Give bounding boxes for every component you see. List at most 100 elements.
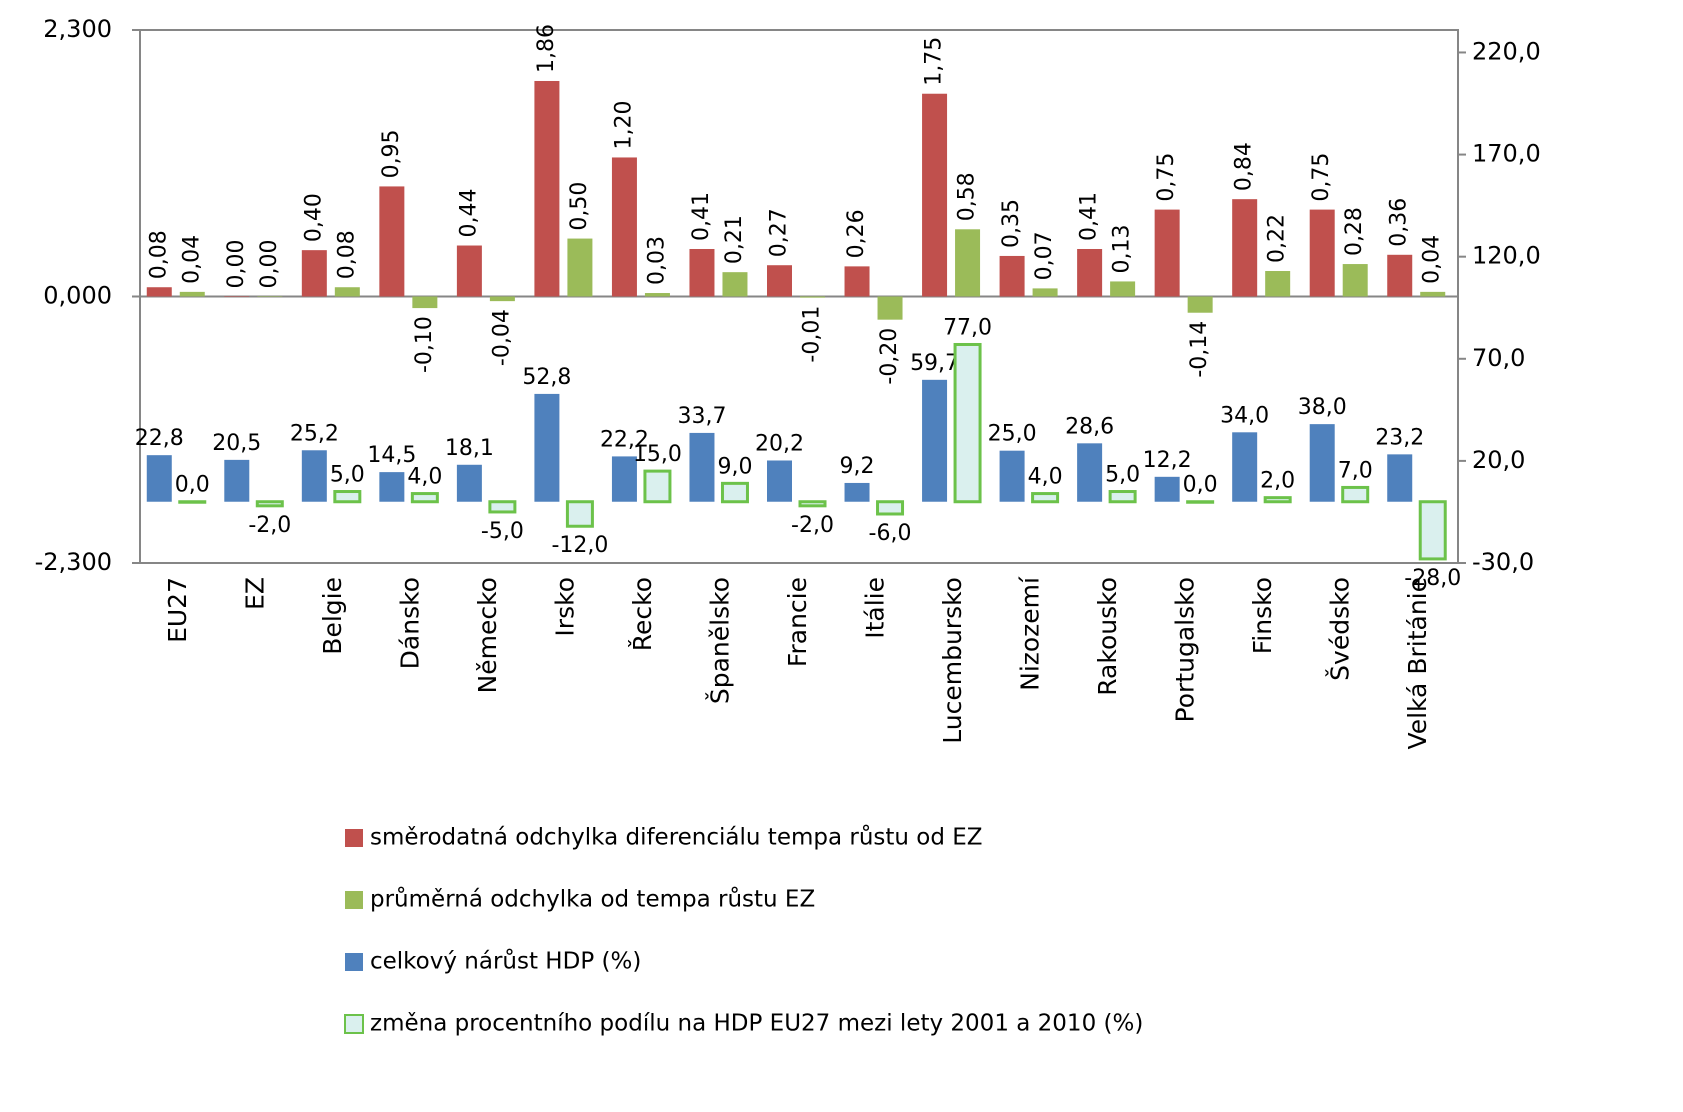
data-label: -0,14 (1187, 321, 1212, 378)
bar (1420, 291, 1446, 297)
data-label: 5,0 (330, 463, 365, 488)
bar (643, 469, 672, 504)
y2-tick-label: 70,0 (1472, 344, 1525, 372)
bar (1263, 496, 1292, 504)
data-label: -12,0 (551, 533, 608, 558)
legend-label: celkový nárůst HDP (%) (370, 948, 641, 975)
bar (456, 464, 482, 502)
data-label: 0,22 (1265, 214, 1290, 263)
bar (844, 266, 870, 297)
data-label: 0,07 (1032, 231, 1057, 280)
x-tick-label: Francie (783, 577, 812, 667)
bar (567, 238, 593, 297)
bar (224, 459, 250, 502)
data-label: 4,0 (1028, 465, 1063, 490)
data-label: 0,75 (1154, 153, 1179, 202)
data-label: 2,0 (1260, 469, 1295, 494)
data-label: 5,0 (1105, 463, 1140, 488)
bar (565, 500, 594, 528)
data-label: 15,0 (633, 442, 682, 467)
data-label: 0,50 (567, 182, 592, 231)
legend-swatch (345, 953, 363, 971)
x-tick-label: Finsko (1248, 577, 1277, 654)
y2-tick-label: 170,0 (1472, 140, 1541, 168)
data-label: 12,2 (1143, 448, 1192, 473)
data-label: 0,35 (999, 199, 1024, 248)
data-label: 1,86 (534, 24, 559, 73)
bar (456, 245, 482, 297)
bar (379, 472, 405, 502)
legend-swatch (345, 891, 363, 909)
data-label: 0,0 (175, 473, 210, 498)
data-label: 7,0 (1338, 458, 1373, 483)
bar (611, 157, 637, 297)
legend-label: průměrná odchylka od tempa růstu EZ (370, 886, 815, 913)
data-label: 4,0 (407, 465, 442, 490)
bar (379, 186, 405, 297)
data-label: 0,40 (301, 193, 326, 242)
x-tick-label: Dánsko (395, 577, 424, 669)
bar (146, 455, 172, 502)
data-label: -5,0 (481, 519, 524, 544)
bar (1077, 443, 1103, 502)
bar (1077, 248, 1103, 297)
y2-tick-label: 20,0 (1472, 446, 1525, 474)
bar (644, 293, 670, 297)
x-tick-label: Nizozemí (1016, 576, 1045, 691)
y-tick-label: 2,300 (43, 15, 112, 43)
x-tick-label: Německo (473, 577, 502, 693)
data-label: 52,8 (522, 365, 571, 390)
data-label: 1,20 (611, 100, 636, 149)
x-tick-label: Španělsko (704, 577, 734, 704)
bar (611, 456, 637, 502)
data-label: -28,0 (1404, 566, 1461, 591)
x-tick-label: EU27 (163, 577, 192, 643)
data-label: 0,08 (146, 230, 171, 279)
bar (1154, 476, 1180, 502)
bar (1186, 500, 1215, 504)
bar (178, 500, 207, 504)
bar (301, 250, 327, 297)
bar (1232, 432, 1258, 502)
legend-swatch (344, 1014, 364, 1034)
bar (1387, 454, 1413, 502)
data-label: 0,00 (224, 240, 249, 289)
data-label: 59,7 (910, 351, 959, 376)
data-label: 14,5 (367, 443, 416, 468)
data-label: 0,36 (1387, 198, 1412, 247)
bar (1265, 271, 1291, 297)
bar (767, 460, 792, 502)
data-label: -2,0 (248, 513, 291, 538)
y2-tick-label: 120,0 (1472, 242, 1541, 270)
data-label: 9,2 (840, 454, 875, 479)
data-label: 0,00 (257, 240, 282, 289)
bar (999, 450, 1025, 502)
data-label: -0,10 (412, 316, 437, 373)
data-label: 0,44 (456, 189, 481, 238)
bar (1110, 281, 1136, 297)
data-label: 0,58 (955, 172, 980, 221)
x-tick-label: Portugalsko (1171, 577, 1200, 722)
legend-label: směrodatná odchylka diferenciálu tempa r… (370, 824, 983, 851)
y-tick-label: -2,300 (35, 548, 112, 576)
bar (179, 291, 205, 297)
data-label: 0,26 (844, 209, 869, 258)
legend-label: změna procentního podílu na HDP EU27 mez… (370, 1011, 1143, 1037)
bar (301, 450, 327, 502)
bar (1187, 296, 1213, 313)
bar (146, 287, 172, 297)
x-tick-label: Švédsko (1325, 577, 1355, 681)
bar (1108, 490, 1137, 504)
y2-tick-label: -30,0 (1472, 548, 1534, 576)
data-label: 0,95 (379, 129, 404, 178)
bar (720, 481, 749, 504)
y2-tick-label: 220,0 (1472, 37, 1541, 65)
bar (689, 248, 715, 297)
bar (534, 80, 560, 297)
data-label: 0,04 (1420, 235, 1445, 284)
data-label: 0,28 (1342, 207, 1367, 256)
data-label: 25,0 (988, 422, 1037, 447)
data-label: 1,75 (922, 37, 947, 86)
data-label: 20,5 (212, 431, 261, 456)
